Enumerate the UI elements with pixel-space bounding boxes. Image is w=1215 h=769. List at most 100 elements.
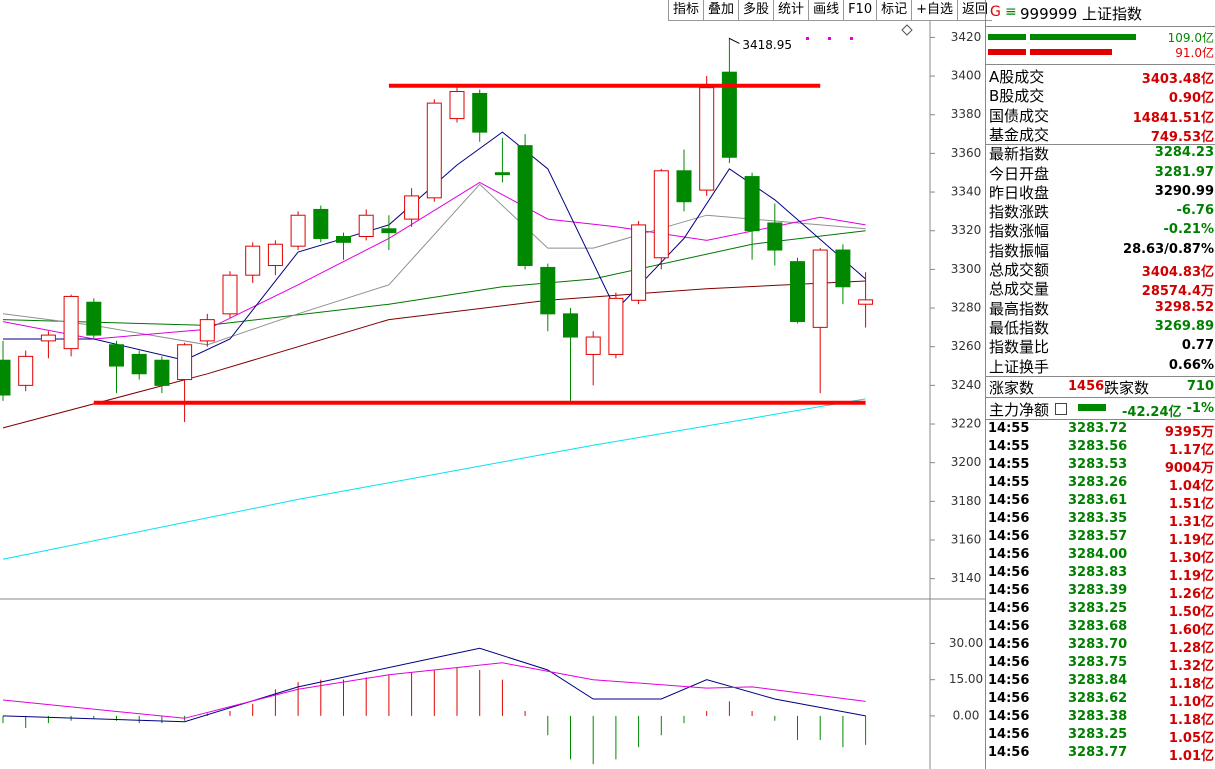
y-tick-label: 3180 (951, 494, 982, 508)
toolbar: 指标 叠加 多股 统计 画线 F10 标记 +自选 返回 (668, 0, 993, 21)
ma-line (3, 131, 866, 361)
y-tick-label: 3380 (951, 107, 982, 121)
tick-price: 3283.25 (1068, 727, 1128, 742)
tick-volume: 9004万 (1164, 461, 1214, 476)
tick-time: 14:56 (988, 601, 1030, 616)
separator (986, 397, 1215, 398)
candle-body (540, 266, 556, 315)
tick-price: 3283.75 (1068, 655, 1128, 670)
tick-volume: 1.32亿 (1168, 659, 1214, 674)
stat-label: A股成交 (989, 68, 1045, 86)
tick-time: 14:56 (988, 691, 1030, 706)
candle-body (267, 243, 283, 267)
stat-label: 今日开盘 (989, 164, 1050, 183)
toolbar-button[interactable]: 标记 (876, 0, 911, 20)
y-tick-label: 3340 (951, 185, 982, 199)
ma-line (2, 662, 866, 719)
tick-volume: 1.10亿 (1168, 695, 1214, 710)
candle-body (426, 102, 442, 199)
candle-body (245, 245, 261, 276)
toolbar-button[interactable]: F10 (843, 0, 876, 20)
tick-volume: 1.31亿 (1168, 515, 1214, 530)
tick-price: 3283.72 (1068, 421, 1128, 436)
tick-time: 14:55 (988, 421, 1030, 436)
toolbar-button[interactable]: 返回 (957, 0, 992, 20)
ma-line (2, 230, 866, 326)
toolbar-button[interactable]: 指标 (668, 0, 703, 20)
y-tick-label: 3360 (951, 146, 982, 160)
tick-price: 3283.62 (1068, 691, 1128, 706)
candle-body (40, 334, 56, 342)
y-tick-label: 3260 (951, 339, 982, 353)
tick-price: 3283.38 (1068, 709, 1128, 724)
tick-time: 14:56 (988, 709, 1030, 724)
candle-body (154, 359, 170, 386)
y-tick-label: 3420 (951, 30, 982, 44)
y-tick-label: 3220 (951, 417, 982, 431)
tick-time: 14:56 (988, 745, 1030, 760)
tick-price: 3283.53 (1068, 457, 1128, 472)
tick-volume: 1.26亿 (1168, 587, 1214, 602)
candle-body (18, 355, 34, 386)
y-tick-label: 15.00 (949, 672, 983, 686)
candle-body (608, 297, 624, 355)
tick-price: 3283.57 (1068, 529, 1128, 544)
y-tick-label: 3300 (951, 262, 982, 276)
stat-label: 上证换手 (989, 357, 1050, 376)
stat-label: 最高指数 (989, 299, 1050, 318)
tick-volume: 1.17亿 (1168, 443, 1214, 458)
breadth-label: 涨家数 (989, 379, 1035, 397)
tick-volume: 1.05亿 (1168, 731, 1214, 746)
dots (806, 37, 853, 40)
flow-value: -42.24亿 (1122, 405, 1182, 420)
toolbar-button[interactable]: 叠加 (703, 0, 738, 20)
tick-time: 14:55 (988, 457, 1030, 472)
tick-time: 14:56 (988, 493, 1030, 508)
high-label: 3418.95 (742, 38, 792, 52)
stat-value: -0.21% (1163, 222, 1215, 238)
tick-time: 14:56 (988, 673, 1030, 688)
breadth-value: 1456 (1068, 379, 1105, 394)
tick-volume: 1.18亿 (1168, 713, 1214, 728)
candle-body (653, 170, 669, 259)
tick-price: 3283.25 (1068, 601, 1128, 616)
ma-line (2, 181, 866, 340)
candle-body (0, 359, 11, 396)
stat-value: 3281.97 (1154, 164, 1214, 180)
candle-body (835, 249, 851, 288)
y-tick-label: 3240 (951, 378, 982, 392)
stat-label: 总成交量 (989, 280, 1050, 299)
y-tick-label: 3200 (951, 455, 982, 469)
tick-volume: 1.51亿 (1168, 497, 1214, 512)
stat-value: 3284.23 (1154, 145, 1214, 161)
tick-time: 14:55 (988, 475, 1030, 490)
candle-body (199, 319, 215, 342)
stat-value: 0.90亿 (1168, 91, 1214, 107)
toolbar-button[interactable]: 统计 (773, 0, 808, 20)
tick-volume: 1.30亿 (1168, 551, 1214, 566)
tick-price: 3283.83 (1068, 565, 1128, 580)
header-title: 999999 上证指数 (1020, 5, 1143, 23)
candle-body (631, 224, 647, 301)
candle-body (381, 228, 397, 234)
stat-value: 3298.52 (1154, 299, 1214, 315)
separator (986, 376, 1215, 377)
stat-value: 28.63/0.87% (1123, 241, 1214, 257)
candle-body (404, 195, 420, 220)
ma-line (2, 398, 866, 560)
chart-area: 3140 3160 3180 3200 3220 3240 3260 3280 3300 3320… (0, 0, 985, 769)
flow-label: 91.0亿 (1175, 46, 1214, 60)
y-tick-label: 3160 (951, 533, 982, 547)
toolbar-button[interactable]: +自选 (911, 0, 957, 20)
tick-price: 3283.77 (1068, 745, 1128, 760)
tick-time: 14:56 (988, 727, 1030, 742)
stat-value: 3269.89 (1154, 318, 1214, 334)
toolbar-button[interactable]: 多股 (738, 0, 773, 20)
tick-time: 14:56 (988, 637, 1030, 652)
toolbar-button[interactable]: 画线 (808, 0, 843, 20)
stat-label: 指数涨跌 (989, 203, 1050, 222)
header-mark: G (990, 4, 1001, 20)
tick-price: 3283.68 (1068, 619, 1128, 634)
separator (986, 64, 1215, 65)
